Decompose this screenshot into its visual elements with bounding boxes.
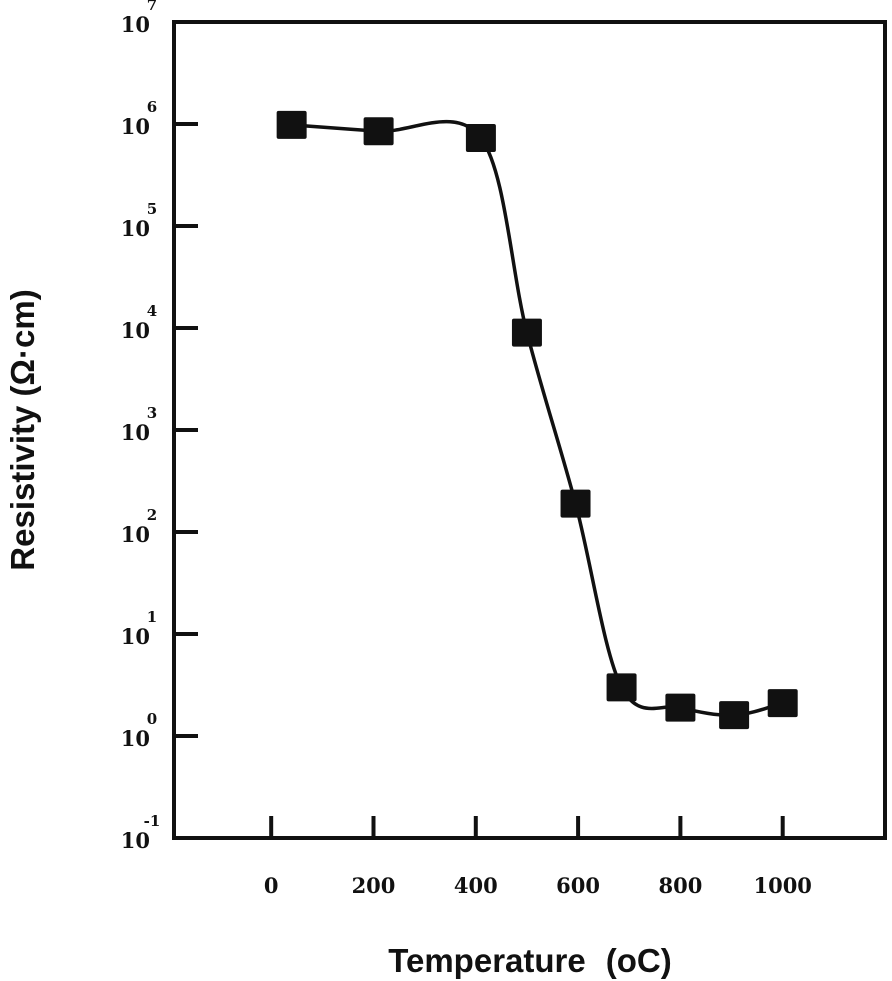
y-tick-exponent: 4 [147, 302, 157, 320]
x-tick-label: 200 [352, 873, 396, 898]
data-point-marker [560, 489, 591, 518]
y-tick-label: 10 [121, 726, 150, 751]
y-tick-label: 10 [121, 522, 150, 547]
data-point-marker [465, 123, 496, 152]
y-tick-exponent: 2 [147, 506, 157, 524]
x-tick-label: 1000 [753, 873, 811, 898]
y-tick-exponent: 5 [147, 200, 157, 218]
data-point-marker [606, 673, 637, 702]
x-axis-unit: (oC) [606, 942, 672, 979]
x-tick-label: 0 [264, 873, 279, 898]
x-tick-label: 800 [658, 873, 702, 898]
data-point-marker [511, 318, 542, 347]
data-point-marker [363, 117, 394, 146]
y-tick-label: 10 [121, 420, 150, 445]
y-tick-label: 10 [121, 114, 150, 139]
y-tick-label: 10 [121, 216, 150, 241]
y-tick-exponent: 6 [147, 98, 157, 116]
y-axis-title: Resistivity (Ω·cm) [4, 289, 41, 570]
x-tick-label: 400 [454, 873, 498, 898]
x-axis-title-text: Temperature [388, 942, 585, 979]
y-tick-label: 10 [121, 624, 150, 649]
y-tick-exponent: 0 [147, 710, 157, 728]
y-tick-exponent: -1 [144, 812, 161, 830]
data-point-marker [665, 693, 696, 722]
data-point-marker [719, 701, 750, 730]
data-point-marker [276, 110, 307, 139]
x-axis-title: Temperature (oC) [388, 942, 671, 979]
y-tick-exponent: 3 [147, 404, 157, 422]
x-tick-label: 600 [556, 873, 600, 898]
y-tick-exponent: 1 [147, 608, 157, 626]
series-curve [291, 120, 784, 718]
y-tick-exponent: 7 [147, 0, 157, 14]
y-tick-label: 10 [121, 12, 150, 37]
y-tick-label: 10 [121, 318, 150, 343]
y-tick-label: 10 [121, 828, 150, 853]
data-point-marker [767, 689, 798, 718]
